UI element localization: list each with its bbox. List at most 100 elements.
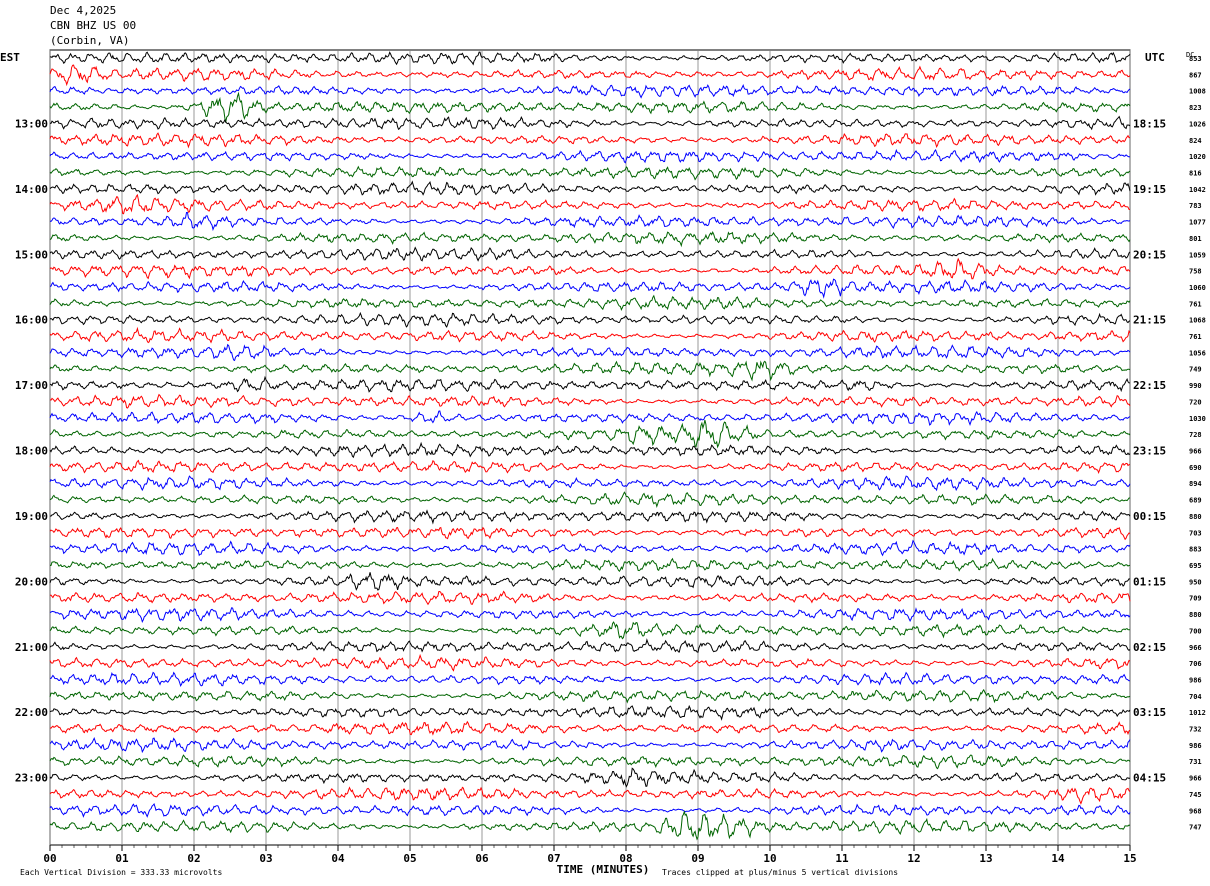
seismic-trace-line: [49, 459, 1131, 474]
dc-offset-label: 689: [1189, 497, 1202, 505]
right-hour-label: 23:15: [1133, 445, 1166, 458]
dc-offset-label: 867: [1189, 71, 1202, 79]
x-tick-label: 15: [1123, 852, 1136, 865]
seismic-trace-line: [49, 193, 1131, 215]
left-hour-label: 14:00: [15, 183, 48, 196]
seismic-trace-line: [49, 294, 1131, 312]
clip-note: Traces clipped at plus/minus 5 vertical …: [662, 868, 898, 877]
left-hour-label: 15:00: [15, 248, 48, 261]
dc-offset-label: 968: [1189, 807, 1202, 815]
seismic-trace-line: [49, 91, 1131, 123]
dc-offset-label: 1077: [1189, 219, 1206, 227]
dc-offset-label: 966: [1189, 775, 1202, 783]
dc-offset-label: 880: [1189, 513, 1202, 521]
seismic-trace-line: [49, 230, 1131, 248]
seismic-trace-line: [49, 590, 1131, 606]
right-timezone-label: UTC: [1145, 51, 1165, 64]
seismic-trace-line: [49, 509, 1131, 525]
scale-note: Each Vertical Division = 333.33 microvol…: [20, 868, 222, 877]
seismic-trace-line: [49, 557, 1131, 572]
seismic-trace-line: [49, 393, 1131, 409]
dc-offset-label: 816: [1189, 169, 1202, 177]
x-tick-label: 14: [1051, 852, 1065, 865]
header-station: CBN BHZ US 00: [50, 19, 137, 32]
dc-offset-label: 709: [1189, 595, 1202, 603]
dc-offset-label: 720: [1189, 398, 1202, 406]
seismic-trace-line: [49, 64, 1131, 87]
dc-offset-label: 883: [1189, 546, 1202, 554]
dc-offset-label: 986: [1189, 676, 1202, 684]
seismic-trace-line: [49, 257, 1131, 280]
left-hour-label: 13:00: [15, 117, 48, 130]
dc-offset-label: 990: [1189, 382, 1202, 390]
x-tick-label: 04: [331, 852, 345, 865]
seismic-trace-line: [49, 115, 1131, 131]
seismic-trace-line: [49, 246, 1131, 262]
dc-offset-label: 1059: [1189, 251, 1206, 259]
left-hour-label: 17:00: [15, 379, 48, 392]
seismic-trace-line: [49, 148, 1131, 164]
seismic-trace-line: [49, 326, 1131, 344]
x-tick-label: 02: [187, 852, 200, 865]
plot-frame: [49, 49, 1131, 846]
seismic-trace-line: [49, 375, 1130, 393]
dc-offset-label: 706: [1189, 660, 1202, 668]
seismic-trace-line: [49, 754, 1131, 770]
seismic-trace-line: [49, 539, 1131, 557]
seismic-trace-line: [49, 165, 1131, 181]
seismic-trace-line: [49, 621, 1131, 640]
x-tick-label: 13: [979, 852, 992, 865]
dc-offset-label: 1012: [1189, 709, 1206, 717]
x-tick-label: 03: [259, 852, 272, 865]
left-hour-label: 16:00: [15, 314, 48, 327]
seismic-trace-line: [49, 572, 1131, 591]
seismic-trace-line: [49, 720, 1131, 736]
dc-offset-label: 966: [1189, 448, 1202, 456]
seismic-trace-line: [49, 441, 1131, 459]
dc-offset-label: 1026: [1189, 120, 1206, 128]
right-hour-label: 20:15: [1133, 248, 1166, 261]
right-hour-label: 01:15: [1133, 575, 1166, 588]
x-tick-label: 09: [691, 852, 704, 865]
dc-offset-label: 1060: [1189, 284, 1206, 292]
x-tick-label: 06: [475, 852, 489, 865]
dc-offset-label: 1008: [1189, 88, 1206, 96]
x-tick-label: 07: [547, 852, 560, 865]
dc-offset-label: 1068: [1189, 317, 1206, 325]
seismic-trace-line: [49, 311, 1131, 328]
dc-offset-label: 894: [1189, 480, 1202, 488]
seismic-trace-line: [49, 704, 1131, 721]
seismic-trace-line: [49, 607, 1131, 624]
seismic-trace-line: [49, 180, 1131, 196]
dc-offset-label: 761: [1189, 333, 1202, 341]
seismic-trace-line: [49, 526, 1131, 541]
dc-offset-label: 728: [1189, 431, 1202, 439]
dc-offset-label: 732: [1189, 726, 1202, 734]
seismic-trace-line: [49, 211, 1131, 232]
dc-offset-label: 853: [1189, 55, 1202, 63]
seismic-trace-line: [49, 671, 1130, 688]
dc-offset-label: 731: [1189, 758, 1202, 766]
left-hour-label: 22:00: [15, 706, 48, 719]
left-hour-label: 19:00: [15, 510, 48, 523]
dc-offset-label: 749: [1189, 366, 1202, 374]
dc-offset-label: 690: [1189, 464, 1202, 472]
seismic-trace-line: [49, 278, 1131, 299]
dc-offset-label: 1030: [1189, 415, 1206, 423]
dc-offset-label: 1020: [1189, 153, 1206, 161]
right-hour-label: 03:15: [1133, 706, 1166, 719]
dc-offset-label: 1042: [1189, 186, 1206, 194]
x-tick-label: 05: [403, 852, 416, 865]
right-hour-label: 18:15: [1133, 117, 1166, 130]
seismic-trace-line: [49, 132, 1130, 149]
left-hour-label: 21:00: [15, 641, 48, 654]
seismic-trace-line: [49, 343, 1131, 362]
seismic-trace-line: [49, 688, 1131, 704]
dc-offset-label: 761: [1189, 300, 1202, 308]
right-hour-label: 02:15: [1133, 641, 1166, 654]
dc-label: DC: [1186, 51, 1194, 59]
seismic-trace-line: [49, 802, 1131, 818]
seismic-trace-line: [49, 653, 1131, 672]
dc-offset-label: 700: [1189, 627, 1202, 635]
